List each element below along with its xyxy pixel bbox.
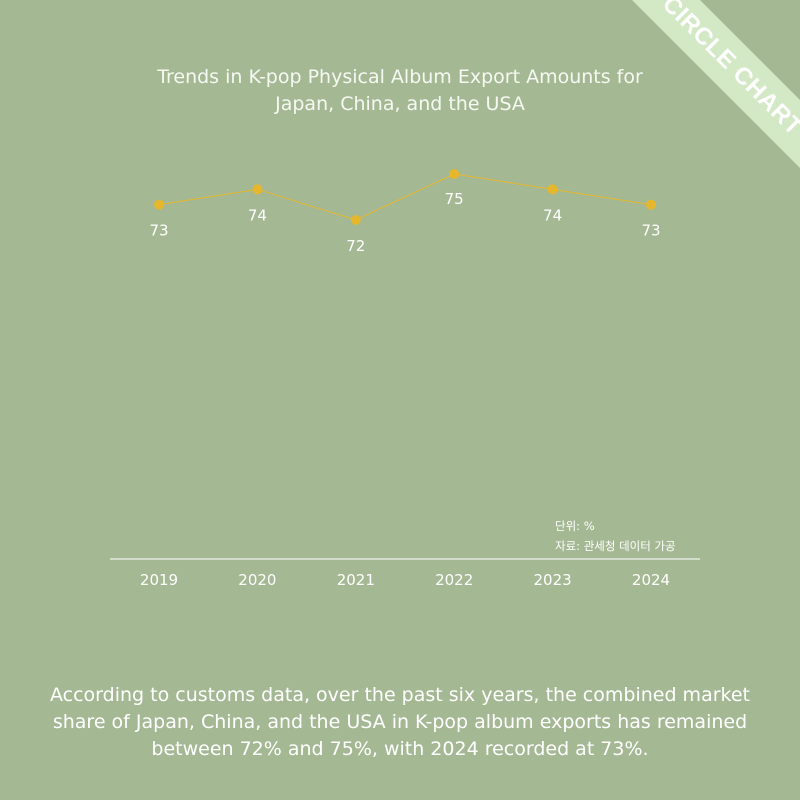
x-tick-label: 2022 <box>435 571 473 589</box>
x-tick-label: 2023 <box>534 571 572 589</box>
x-tick-label: 2020 <box>238 571 276 589</box>
caption-line-2: share of Japan, China, and the USA in K-… <box>52 711 748 733</box>
x-tick-label: 2024 <box>632 571 670 589</box>
data-point <box>646 199 656 210</box>
source-note: 단위: % 자료: 관세청 데이터 가공 <box>555 516 676 556</box>
series-line <box>158 173 652 221</box>
caption: According to customs data, over the past… <box>0 682 800 763</box>
source-label: 자료: 관세청 데이터 가공 <box>555 539 676 553</box>
data-point <box>154 199 164 210</box>
data-label: 73 <box>149 222 168 240</box>
caption-line-1: According to customs data, over the past… <box>50 684 750 706</box>
chart-title-line-1: Trends in K-pop Physical Album Export Am… <box>157 66 643 88</box>
data-label: 73 <box>641 222 660 240</box>
data-label: 74 <box>543 206 562 224</box>
data-label: 74 <box>248 206 267 224</box>
data-label: 75 <box>445 190 464 208</box>
data-point <box>252 184 263 195</box>
data-point <box>350 215 361 225</box>
x-tick-label: 2019 <box>140 571 178 589</box>
data-point <box>449 169 460 179</box>
caption-line-3: between 72% and 75%, with 2024 recorded … <box>151 738 649 760</box>
unit-label: 단위: % <box>555 519 595 533</box>
x-tick-label: 2021 <box>337 571 375 589</box>
chart-title: Trends in K-pop Physical Album Export Am… <box>0 64 800 118</box>
data-label: 72 <box>346 237 365 255</box>
data-point <box>547 184 558 195</box>
chart-title-line-2: Japan, China, and the USA <box>275 93 525 115</box>
